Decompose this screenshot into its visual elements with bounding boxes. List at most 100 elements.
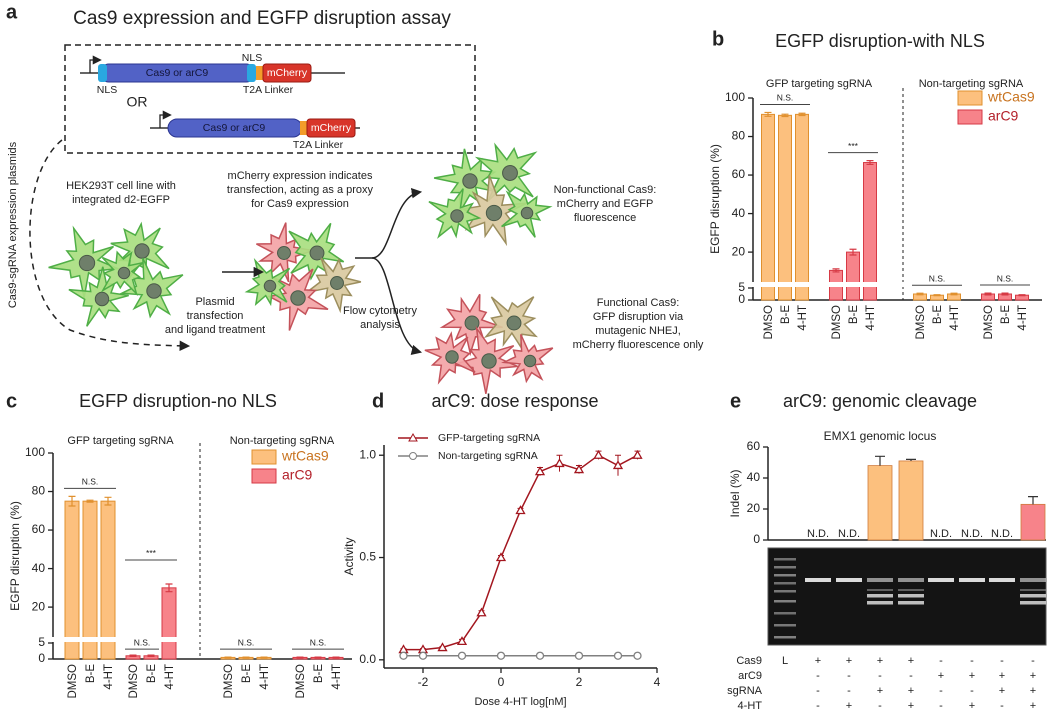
side-label: Cas9-sgRNA expression plasmids xyxy=(7,141,19,308)
gel-band xyxy=(989,578,1015,582)
error-bar xyxy=(916,292,924,296)
y-tick-label: 5 xyxy=(738,280,745,294)
point xyxy=(613,651,623,660)
row-label: Cas9 xyxy=(736,655,762,667)
gel-band xyxy=(898,594,924,598)
cell: + xyxy=(908,700,914,712)
nls-label: NLS xyxy=(242,52,262,64)
cell: - xyxy=(878,670,882,682)
ladder-band xyxy=(774,558,796,561)
bar xyxy=(846,251,860,301)
cell: + xyxy=(877,685,883,697)
note: GFP disruption via xyxy=(593,311,684,323)
point xyxy=(534,466,546,476)
x-tick-label: 4-HT xyxy=(797,305,809,331)
point xyxy=(573,464,585,474)
t2a xyxy=(256,66,263,80)
legend-marker xyxy=(408,432,418,442)
y-tick-label: 1.0 xyxy=(359,447,376,461)
mcherry-gene xyxy=(262,63,312,83)
panel-label: b xyxy=(712,28,724,50)
y-tick-label: 40 xyxy=(732,206,746,220)
error-bar xyxy=(798,112,806,117)
error-bar xyxy=(849,248,857,256)
cell: + xyxy=(908,685,914,697)
error-bar xyxy=(866,160,874,166)
nucleus xyxy=(330,276,344,290)
bar xyxy=(867,465,893,541)
point xyxy=(418,651,428,660)
chart-title: EGFP disruption-with NLS xyxy=(775,31,985,51)
y-axis-label: Activity xyxy=(342,537,356,575)
point xyxy=(515,505,526,515)
error-bar xyxy=(242,656,250,659)
nucleus xyxy=(134,243,150,259)
gel-band xyxy=(867,578,893,582)
significance-label: *** xyxy=(146,548,157,558)
y-tick-label: 0 xyxy=(738,292,745,306)
cell: - xyxy=(816,685,820,697)
y-tick-label: 0 xyxy=(753,532,760,546)
significance-label: N.S. xyxy=(134,637,151,647)
cell: - xyxy=(1031,655,1035,667)
group-label: GFP targeting sgRNA xyxy=(67,435,174,447)
legend-swatch xyxy=(251,449,277,465)
point xyxy=(535,651,545,660)
point xyxy=(437,642,448,652)
chart-title: arC9: dose response xyxy=(431,391,598,411)
cell: - xyxy=(878,700,882,712)
x-tick-label: 4-HT xyxy=(259,664,271,690)
x-axis-label: Dose 4-HT log[nM] xyxy=(474,696,566,708)
x-tick-label: B-E xyxy=(1000,305,1012,325)
x-tick-label: 4-HT xyxy=(331,664,343,690)
nucleus xyxy=(263,279,277,293)
y-tick-label: 20 xyxy=(747,501,761,515)
x-tick-label: B-E xyxy=(241,664,253,684)
nls xyxy=(247,64,256,82)
ladder-band xyxy=(774,624,796,627)
y-tick-label: 60 xyxy=(747,439,761,453)
row-label: arC9 xyxy=(738,670,762,682)
note: transfection, acting as a proxy xyxy=(227,184,374,196)
error-bar xyxy=(165,583,173,593)
gene-label: Cas9 or arC9 xyxy=(203,122,266,134)
bar xyxy=(863,162,877,301)
point xyxy=(554,458,565,468)
nucleus xyxy=(277,246,291,260)
ladder-band xyxy=(774,590,796,593)
gel-band xyxy=(1020,594,1046,598)
x-tick-label: 4-HT xyxy=(103,664,115,690)
cell: + xyxy=(999,685,1005,697)
error-bar xyxy=(147,654,155,658)
or-label: OR xyxy=(127,94,148,110)
point xyxy=(495,552,507,562)
legend-label: arC9 xyxy=(988,108,1019,124)
nucleus xyxy=(464,315,480,331)
y-tick-label: 80 xyxy=(32,484,46,498)
x-tick-label: DMSO xyxy=(831,305,843,340)
note: integrated d2-EGFP xyxy=(72,194,170,206)
x-tick-label: 4 xyxy=(654,675,661,689)
bar xyxy=(795,113,809,301)
point xyxy=(476,607,487,617)
note: for Cas9 expression xyxy=(251,198,349,210)
axis-break xyxy=(51,637,352,642)
ladder-band xyxy=(774,600,796,603)
bar xyxy=(64,500,80,660)
arrow xyxy=(371,257,423,356)
y-tick-label: 60 xyxy=(32,522,46,536)
legend-label: arC9 xyxy=(282,467,313,483)
x-tick-label: DMSO xyxy=(223,664,235,699)
note: transfection xyxy=(187,310,244,322)
plasmid-box xyxy=(64,44,476,154)
legend-label: wtCas9 xyxy=(987,89,1035,105)
y-tick-label: 40 xyxy=(32,561,46,575)
x-tick-label: 4-HT xyxy=(865,305,877,331)
error-bar xyxy=(296,656,304,659)
bar xyxy=(761,113,775,301)
nucleus xyxy=(520,206,534,220)
y-tick-label: 100 xyxy=(725,90,745,104)
nucleus xyxy=(485,204,503,222)
x-tick-label: DMSO xyxy=(128,664,140,699)
chart-subtitle: EMX1 genomic locus xyxy=(824,429,937,443)
